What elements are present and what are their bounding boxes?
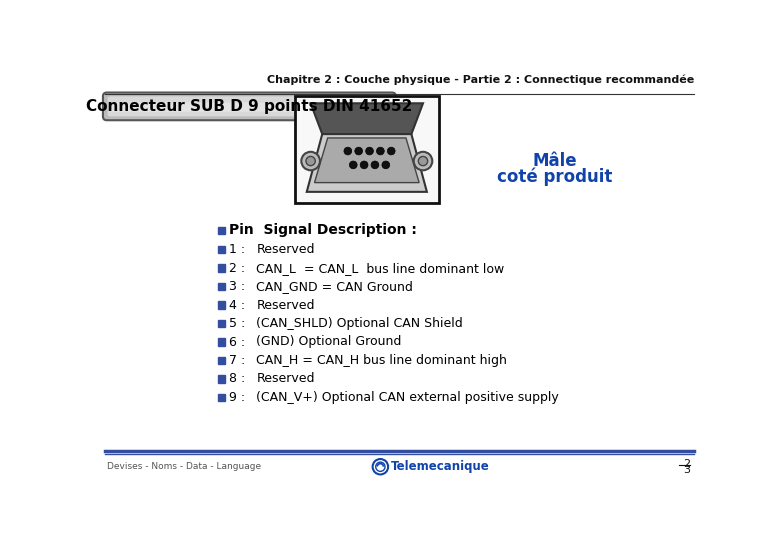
Text: (CAN_SHLD) Optional CAN Shield: (CAN_SHLD) Optional CAN Shield	[257, 317, 463, 330]
Bar	[218, 338, 225, 346]
Bar	[295, 96, 438, 204]
Text: Telemecanique: Telemecanique	[392, 460, 490, 473]
Text: Mâle: Mâle	[533, 152, 577, 170]
Polygon shape	[307, 134, 427, 192]
Text: 2: 2	[683, 458, 690, 469]
Text: 4 :: 4 :	[229, 299, 246, 312]
Bar	[218, 301, 225, 309]
Text: 3: 3	[683, 465, 690, 475]
Bar	[218, 375, 225, 383]
Bar	[218, 356, 225, 365]
Circle shape	[306, 157, 315, 166]
Circle shape	[388, 147, 395, 155]
Text: coté produit: coté produit	[497, 167, 612, 186]
Bar	[218, 283, 225, 291]
Bar	[218, 246, 225, 253]
Text: CAN_L  = CAN_L  bus line dominant low: CAN_L = CAN_L bus line dominant low	[257, 261, 505, 274]
Circle shape	[373, 459, 388, 475]
Circle shape	[382, 161, 390, 169]
Circle shape	[371, 161, 379, 169]
Circle shape	[360, 161, 368, 169]
Text: Connecteur SUB D 9 points DIN 41652: Connecteur SUB D 9 points DIN 41652	[87, 99, 413, 114]
Text: CAN_GND = CAN Ground: CAN_GND = CAN Ground	[257, 280, 413, 293]
Bar	[218, 320, 225, 327]
Text: 8 :: 8 :	[229, 373, 246, 386]
Circle shape	[366, 147, 374, 155]
Bar	[218, 394, 225, 401]
Circle shape	[355, 147, 363, 155]
Polygon shape	[314, 138, 419, 183]
Text: Reserved: Reserved	[257, 373, 315, 386]
Text: Devises - Noms - Data - Language: Devises - Noms - Data - Language	[107, 462, 261, 471]
Text: CAN_H = CAN_H bus line dominant high: CAN_H = CAN_H bus line dominant high	[257, 354, 507, 367]
Circle shape	[376, 462, 385, 471]
Circle shape	[377, 147, 385, 155]
FancyBboxPatch shape	[110, 103, 389, 112]
Text: 5 :: 5 :	[229, 317, 246, 330]
Circle shape	[349, 161, 357, 169]
Text: 6 :: 6 :	[229, 335, 246, 348]
Text: 7 :: 7 :	[229, 354, 246, 367]
Text: 1 :: 1 :	[229, 243, 246, 256]
Bar	[218, 264, 225, 272]
Bar	[218, 226, 225, 234]
Text: (GND) Optional Ground: (GND) Optional Ground	[257, 335, 402, 348]
FancyBboxPatch shape	[103, 92, 396, 120]
Text: Chapitre 2 : Couche physique - Partie 2 : Connectique recommandée: Chapitre 2 : Couche physique - Partie 2 …	[267, 75, 694, 85]
Text: 3 :: 3 :	[229, 280, 246, 293]
Polygon shape	[310, 103, 423, 134]
Text: 2 :: 2 :	[229, 261, 246, 274]
Text: Reserved: Reserved	[257, 243, 315, 256]
Text: Pin  Signal Description :: Pin Signal Description :	[229, 224, 417, 238]
Circle shape	[413, 152, 432, 170]
Circle shape	[301, 152, 320, 170]
Text: (CAN_V+) Optional CAN external positive supply: (CAN_V+) Optional CAN external positive …	[257, 391, 559, 404]
Circle shape	[418, 157, 427, 166]
Circle shape	[344, 147, 352, 155]
Text: 9 :: 9 :	[229, 391, 246, 404]
Text: Reserved: Reserved	[257, 299, 315, 312]
FancyBboxPatch shape	[108, 96, 392, 117]
